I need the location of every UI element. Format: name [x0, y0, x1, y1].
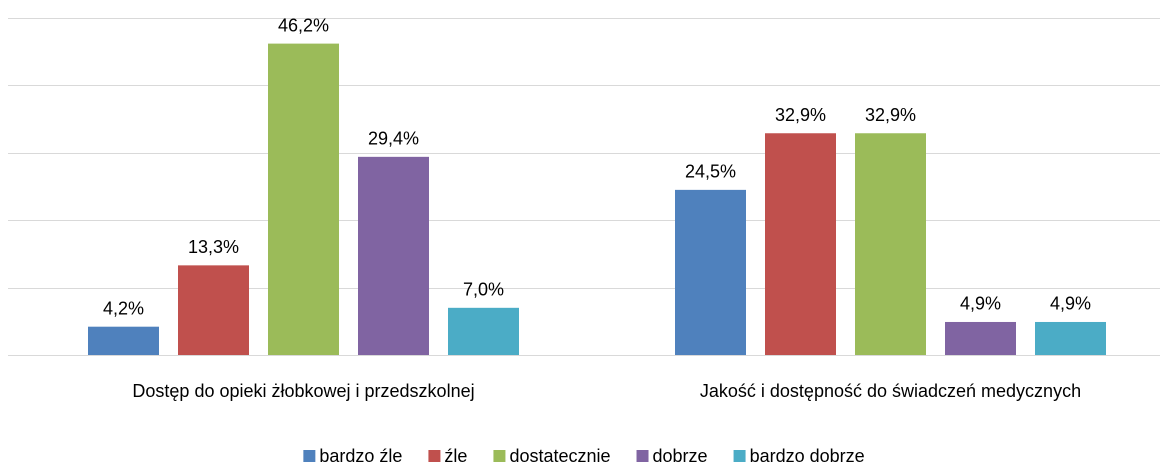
legend-swatch: [303, 450, 316, 462]
data-label: 4,9%: [960, 294, 1001, 314]
data-label: 29,4%: [368, 129, 419, 149]
bar: [88, 326, 159, 355]
bar: [358, 156, 429, 355]
bar: [178, 265, 249, 355]
x-tick-label: Jakość i dostępność do świadczeń medyczn…: [700, 381, 1081, 401]
legend-label: dobrze: [653, 446, 708, 466]
bar: [1035, 321, 1106, 355]
bar: [448, 307, 519, 355]
data-label: 13,3%: [188, 237, 239, 257]
data-label: 46,2%: [278, 15, 329, 35]
data-label: 4,2%: [103, 298, 144, 318]
legend-swatch: [428, 450, 441, 462]
x-tick-label: Dostęp do opieki żłobkowej i przedszkoln…: [132, 381, 474, 401]
legend-label: dostatecznie: [509, 446, 610, 466]
data-label: 24,5%: [685, 162, 736, 182]
legend-label: bardzo źle: [319, 446, 402, 466]
data-label: 32,9%: [775, 105, 826, 125]
bar: [855, 133, 926, 355]
data-label: 4,9%: [1050, 294, 1091, 314]
data-label: 32,9%: [865, 105, 916, 125]
legend-swatch: [733, 450, 746, 462]
legend-swatch: [493, 450, 506, 462]
bar: [268, 43, 339, 355]
bar: [945, 321, 1016, 355]
legend-swatch: [636, 450, 649, 462]
data-label: 7,0%: [463, 280, 504, 300]
bar: [675, 189, 746, 355]
legend-label: źle: [444, 446, 467, 466]
legend-label: bardzo dobrze: [750, 446, 865, 466]
bar: [765, 133, 836, 355]
